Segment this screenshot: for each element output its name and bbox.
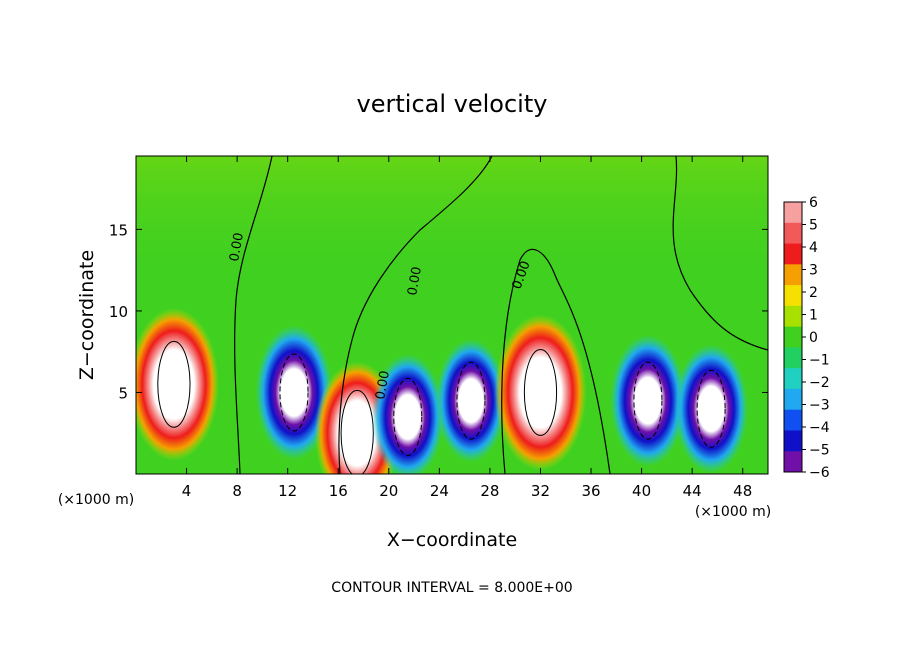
plot-frame xyxy=(135,155,769,475)
contour-labels: 0.00 0.00 0.00 0.00 xyxy=(227,232,533,401)
colorbar-label: −3 xyxy=(809,398,830,414)
chart-title: vertical velocity xyxy=(357,90,548,118)
colorbar: 6 5 4 3 2 1 0 −1 −2 −3 −4 −5 −6 xyxy=(783,195,830,481)
x-axis: 4 8 12 16 20 24 28 32 36 40 44 48 xyxy=(182,156,752,500)
cell-contour xyxy=(633,361,663,440)
colorbar-swatch xyxy=(784,409,802,431)
cell-contour xyxy=(393,377,423,456)
colorbar-swatch xyxy=(784,202,802,224)
colorbar-label: −4 xyxy=(809,420,830,436)
y-tick-label: 5 xyxy=(118,384,128,402)
downdraft-cell xyxy=(255,325,333,460)
downdraft-cell xyxy=(371,353,444,474)
colorbar-label: 2 xyxy=(809,285,818,301)
x-tick-label: 16 xyxy=(329,482,348,500)
cell-contour xyxy=(696,369,726,448)
x-tick-label: 4 xyxy=(182,482,192,500)
cell-contour xyxy=(279,353,309,432)
colorbar-swatch xyxy=(784,264,802,286)
colorbar-label: 6 xyxy=(809,195,818,211)
contour-interval-note: CONTOUR INTERVAL = 8.000E+00 xyxy=(331,580,572,596)
x-tick-label: 28 xyxy=(480,482,499,500)
cell-contour xyxy=(157,340,191,428)
updraft-cell xyxy=(494,314,587,471)
colorbar-swatch xyxy=(784,243,802,265)
x-tick-label: 24 xyxy=(430,482,449,500)
colorbar-swatch xyxy=(784,368,802,390)
colorbar-label: −2 xyxy=(809,375,830,391)
colorbar-label: −6 xyxy=(809,465,830,481)
zero-contour-line xyxy=(501,248,611,474)
colorbar-label: −1 xyxy=(809,353,830,369)
colorbar-swatch xyxy=(784,285,802,307)
plot-area: 0.00 0.00 0.00 0.00 xyxy=(136,156,768,474)
contour-label: 0.00 xyxy=(373,370,393,401)
y-tick-label: 15 xyxy=(109,221,128,239)
x-tick-label: 40 xyxy=(632,482,651,500)
zero-contour-line xyxy=(234,156,273,474)
colorbar-swatch xyxy=(784,347,802,369)
x-unit-right: (×1000 m) xyxy=(695,504,771,520)
zero-contours xyxy=(234,156,768,474)
colorbar-label: 5 xyxy=(809,218,818,234)
colorbar-swatch xyxy=(784,451,802,473)
contour-label: 0.00 xyxy=(405,266,425,297)
cell-contour xyxy=(456,361,486,440)
zero-contour-line xyxy=(672,156,768,351)
downdraft-cell xyxy=(435,339,507,463)
cell-contour xyxy=(523,349,558,436)
y-axis-label: Z−coordinate xyxy=(76,250,98,380)
colorbar-swatch xyxy=(784,222,802,245)
x-tick-label: 12 xyxy=(278,482,297,500)
velocity-cells xyxy=(136,307,748,474)
colorbar-label: 0 xyxy=(809,330,818,346)
downdraft-cell xyxy=(610,334,686,467)
y-tick-label: 10 xyxy=(109,303,128,321)
x-tick-label: 32 xyxy=(531,482,550,500)
y-axis: 5 10 15 xyxy=(109,221,768,402)
colorbar-swatch xyxy=(784,305,802,328)
x-tick-label: 44 xyxy=(683,482,702,500)
x-tick-label: 8 xyxy=(232,482,242,500)
x-tick-label: 48 xyxy=(733,482,752,500)
colorbar-label: 1 xyxy=(809,308,818,324)
zero-contour-line xyxy=(338,156,493,474)
x-tick-label: 20 xyxy=(379,482,398,500)
contour-label: 0.00 xyxy=(227,232,247,263)
x-axis-label: X−coordinate xyxy=(387,529,517,551)
downdraft-cell xyxy=(674,344,748,474)
x-tick-label: 36 xyxy=(581,482,600,500)
colorbar-swatch xyxy=(784,388,802,411)
colorbar-swatch xyxy=(784,430,802,452)
colorbar-label: 3 xyxy=(809,263,818,279)
x-unit-left: (×1000 m) xyxy=(58,492,134,508)
colorbar-label: −5 xyxy=(809,443,830,459)
updraft-cell xyxy=(136,307,219,461)
colorbar-swatch xyxy=(784,326,802,348)
colorbar-label: 4 xyxy=(809,240,818,256)
